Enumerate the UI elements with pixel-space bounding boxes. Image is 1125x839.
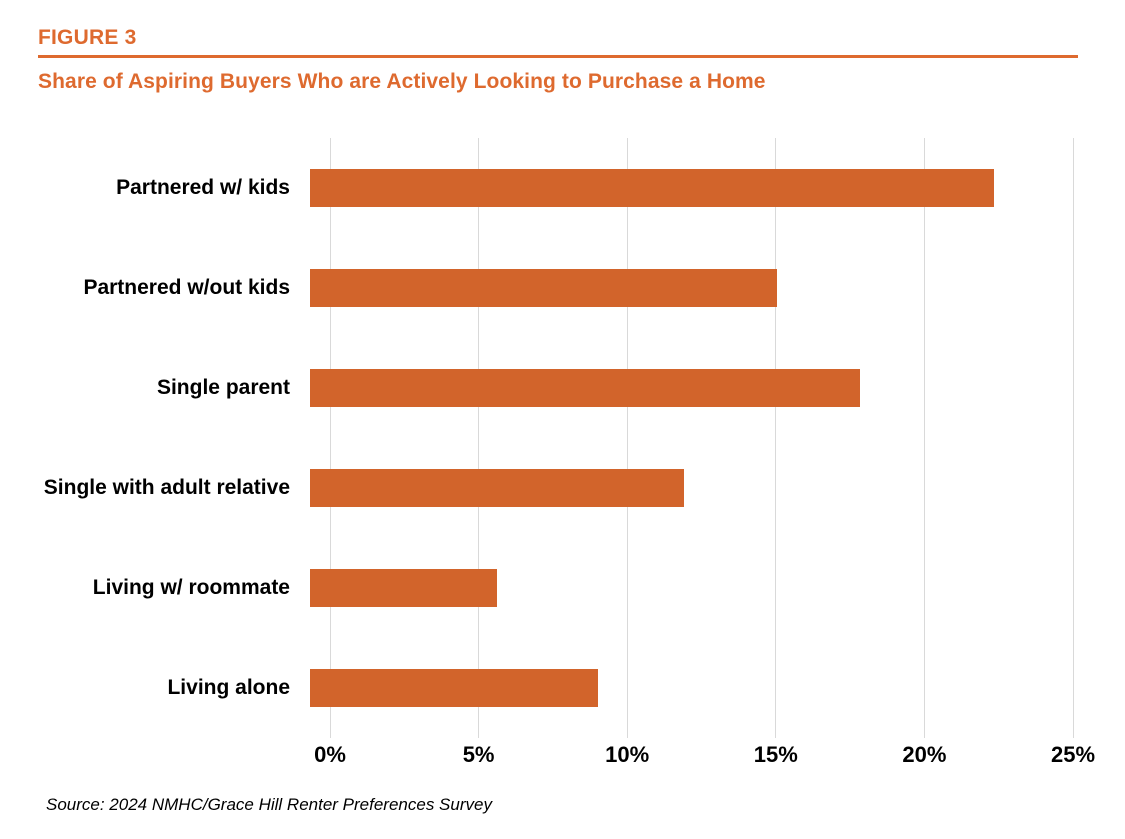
bar-row: Partnered w/out kids [0, 238, 1073, 338]
bar [310, 369, 860, 407]
category-label: Living alone [167, 676, 290, 699]
bar-track [310, 269, 1053, 307]
x-tick-label: 20% [902, 742, 947, 767]
chart-title: Share of Aspiring Buyers Who are Activel… [38, 70, 766, 93]
category-label: Living w/ roommate [92, 576, 290, 599]
x-tick-label: 25% [1050, 742, 1096, 767]
bar-track [310, 369, 1053, 407]
category-label: Partnered w/out kids [83, 276, 290, 299]
gridline [1072, 138, 1074, 738]
gridline [626, 138, 628, 738]
bar-row: Partnered w/ kids [0, 138, 1073, 238]
bar-track [310, 469, 1053, 507]
x-tick-label: 10% [605, 742, 650, 767]
gridline [775, 138, 777, 738]
bar [310, 269, 777, 307]
x-tick-label: 5% [462, 742, 495, 767]
bar-row: Living w/ roommate [0, 538, 1073, 638]
bar-chart: Partnered w/ kids Partnered w/out kids Sin… [0, 138, 1074, 738]
gridline [478, 138, 480, 738]
bar-track [310, 169, 1053, 207]
bar [310, 169, 994, 207]
bar-track [310, 669, 1053, 707]
category-label: Single with adult relative [43, 476, 290, 499]
x-tick-label: 15% [753, 742, 798, 767]
figure-label: FIGURE 3 [38, 26, 137, 49]
source-note: Source: 2024 NMHC/Grace Hill Renter Pref… [46, 795, 492, 814]
category-label: Partnered w/ kids [116, 176, 290, 199]
category-label: Single parent [156, 376, 290, 399]
bar-row: Living alone [0, 638, 1073, 738]
gridline [923, 138, 925, 738]
bar [310, 569, 498, 607]
title-divider-rule [38, 55, 1078, 58]
bar-row: Single with adult relative [0, 438, 1073, 538]
bar-track [310, 569, 1053, 607]
bar-row: Single parent [0, 338, 1073, 438]
bar-rows: Partnered w/ kids Partnered w/out kids Sin… [0, 138, 1073, 738]
x-axis: 0% 5% 10% 15% 20% 25% [314, 742, 1095, 772]
gridlines [329, 138, 1074, 738]
gridline [329, 138, 331, 738]
x-tick-label: 0% [314, 742, 346, 767]
bar [310, 669, 599, 707]
bar [310, 469, 685, 507]
